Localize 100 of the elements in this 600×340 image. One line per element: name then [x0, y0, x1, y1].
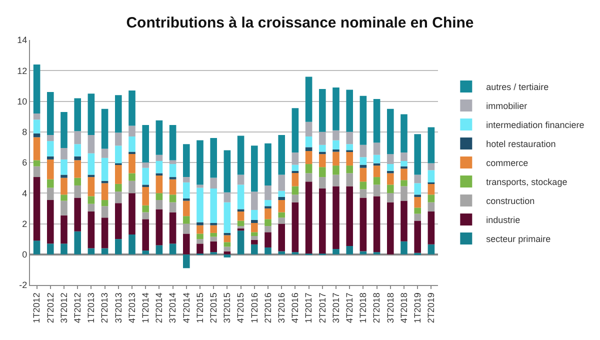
bar	[400, 200, 408, 242]
bar	[169, 194, 176, 202]
bar	[400, 152, 408, 161]
bar	[414, 214, 421, 221]
bar	[428, 170, 435, 182]
bar	[183, 198, 190, 201]
bar	[414, 134, 421, 175]
bar	[210, 236, 217, 242]
bar	[428, 212, 435, 244]
bar	[400, 180, 408, 186]
bar	[88, 204, 95, 212]
bar	[237, 212, 244, 221]
bar	[319, 144, 326, 152]
bar	[74, 178, 81, 186]
bar	[33, 114, 40, 120]
bar	[264, 226, 272, 232]
bar	[210, 222, 217, 226]
bar	[428, 244, 435, 254]
bar	[196, 234, 204, 240]
x-tick-label: 4T2012	[72, 292, 83, 324]
y-tick-label: -2	[19, 280, 28, 290]
bar	[278, 196, 285, 200]
chart-title: Contributions à la croissance nominale en Chine	[126, 14, 474, 32]
bar	[60, 174, 68, 178]
bar	[332, 140, 340, 150]
x-tick-label: 1T2012	[32, 292, 42, 324]
x-tick-label: 3T2016	[276, 292, 287, 324]
bar	[47, 141, 54, 156]
bar	[332, 249, 340, 254]
bar	[278, 190, 285, 197]
legend-label: transports, stockage	[486, 177, 568, 188]
bar	[332, 130, 340, 140]
bar	[47, 159, 54, 180]
bar	[305, 151, 312, 164]
bar	[101, 218, 108, 248]
bar	[414, 174, 421, 184]
x-tick-label: 2T2012	[45, 292, 56, 324]
bar	[373, 196, 380, 252]
bar	[115, 203, 122, 240]
bar	[142, 219, 149, 251]
bar	[47, 179, 54, 188]
bar	[237, 136, 244, 175]
bar	[183, 200, 190, 216]
bar	[210, 225, 217, 233]
bar	[414, 196, 421, 208]
bar	[156, 173, 163, 176]
bar	[332, 149, 340, 152]
legend-label: secteur primaire	[486, 234, 551, 244]
x-tick-label: 1T2018	[358, 292, 368, 324]
x-tick-label: 4T2014	[181, 292, 192, 324]
x-tick-label: 4T2017	[344, 292, 355, 324]
bar	[224, 202, 231, 233]
x-tick-label: 2T2018	[372, 292, 382, 324]
bar	[156, 209, 163, 246]
bar	[88, 153, 95, 175]
x-tick-label: 2T2013	[100, 292, 110, 324]
bar	[292, 186, 299, 195]
bar	[33, 64, 40, 114]
bar	[360, 182, 367, 190]
bar	[278, 200, 285, 212]
bar	[278, 134, 285, 175]
bar	[332, 87, 340, 130]
x-tick-label: 1T2015	[194, 292, 205, 324]
bar	[115, 146, 122, 164]
bar	[142, 187, 149, 206]
bar	[332, 166, 340, 175]
x-tick-label: 1T2019	[412, 292, 423, 324]
bar	[332, 186, 340, 250]
bar	[292, 164, 299, 171]
bar	[33, 177, 40, 241]
bar	[196, 239, 204, 244]
bar	[74, 185, 81, 198]
bar	[156, 176, 163, 194]
bar	[33, 166, 40, 178]
bar	[305, 136, 312, 148]
bar	[346, 144, 353, 150]
bar	[88, 248, 95, 254]
bar	[74, 231, 81, 254]
bar	[169, 124, 176, 160]
y-tick-label: 8	[22, 127, 28, 138]
bar	[115, 192, 122, 204]
bar	[346, 152, 353, 166]
x-tick-label: 3T2017	[330, 292, 341, 324]
bar	[387, 184, 394, 194]
bar	[346, 166, 353, 174]
bar	[88, 134, 95, 154]
bar	[414, 220, 421, 253]
bar	[47, 188, 54, 200]
bar	[278, 218, 285, 224]
y-tick-label: 0	[22, 250, 28, 260]
bar	[183, 216, 190, 224]
bar	[224, 246, 231, 252]
x-tick-label: 4T2016	[290, 292, 300, 324]
bar	[373, 166, 380, 178]
bar	[142, 212, 149, 220]
bar	[210, 178, 217, 189]
bar	[101, 108, 108, 149]
bar	[428, 202, 435, 212]
bar	[224, 235, 231, 242]
bar	[264, 208, 272, 220]
